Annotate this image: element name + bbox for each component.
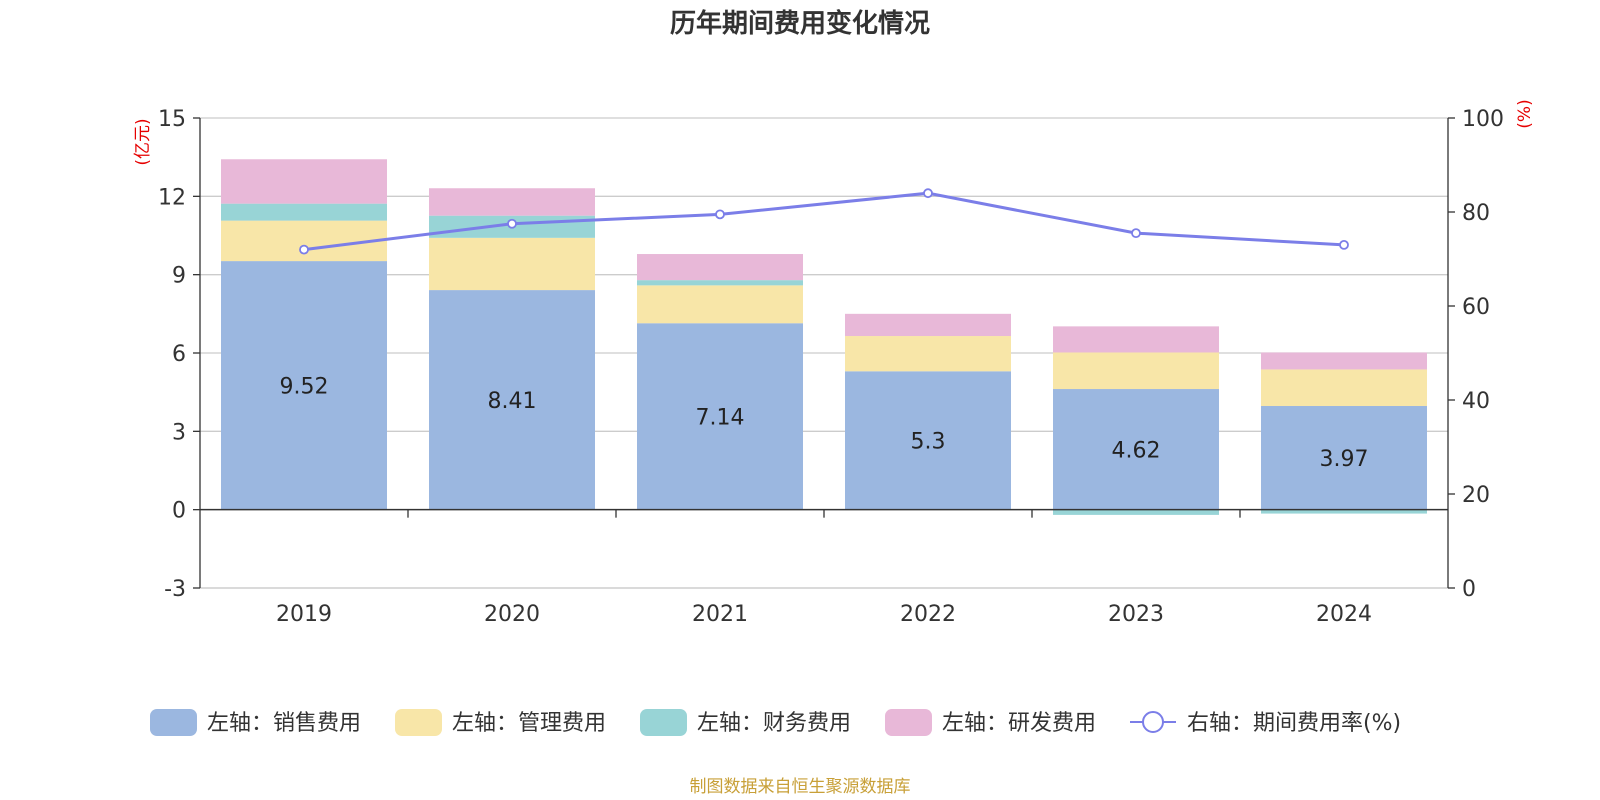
bar-segment: [1053, 389, 1219, 510]
left-axis-tick-label: 12: [158, 185, 186, 210]
bar-segment: [221, 203, 387, 221]
bar-value-labels: 9.52 8.41 7.14 5.3 4.62 3.97: [280, 374, 1369, 471]
legend-swatch: [150, 709, 197, 736]
data-source-note: 制图数据来自恒生聚源数据库: [690, 777, 911, 797]
bar-segment: [429, 237, 595, 291]
bar-segment: [637, 254, 803, 281]
expense-rate-point: [1131, 228, 1141, 239]
right-axis-tick-label: 20: [1462, 483, 1490, 508]
bar-segment: [845, 336, 1011, 372]
right-axis-tick-label: 40: [1462, 389, 1490, 414]
axes: -3 0 3 6 9 12 15 0 20 40 60 80 100 2019 2020 2021 2022 20…: [158, 107, 1504, 627]
bar-segment: [637, 280, 803, 286]
bar-segment: [845, 371, 1011, 510]
right-axis-tick-label: 0: [1462, 577, 1476, 602]
x-axis-tick-label: 2021: [692, 602, 748, 627]
bar-segment: [221, 220, 387, 262]
bar-value-label: 4.62: [1112, 438, 1161, 463]
bar-segment: [1261, 369, 1427, 407]
bar-segment: [221, 159, 387, 204]
right-axis-tick-label: 60: [1462, 295, 1490, 320]
expense-rate-point: [299, 244, 309, 255]
expense-rate-polyline: [303, 191, 1345, 252]
bar-segment: [1053, 352, 1219, 390]
left-axis-tick-label: 6: [172, 342, 186, 367]
bar-segment: [637, 323, 803, 510]
x-axis-tick-label: 2020: [484, 602, 540, 627]
bar-segment: [429, 290, 595, 510]
legend-swatch: [640, 709, 687, 736]
expense-rate-point: [1339, 239, 1349, 250]
bar-value-label: 7.14: [696, 405, 745, 430]
right-axis-tick-label: 100: [1462, 107, 1504, 132]
bar-segment: [429, 188, 595, 216]
bar-value-label: 8.41: [488, 389, 537, 414]
bar-segment: [1261, 509, 1427, 514]
bar-segment: [1261, 352, 1427, 370]
expense-rate-line: [299, 188, 1349, 255]
bar-segment: [221, 261, 387, 510]
bar-segment: [1053, 326, 1219, 353]
legend-label: 左轴：研发费用: [942, 711, 1096, 736]
x-axis-tick-label: 2019: [276, 602, 332, 627]
x-axis-tick-label: 2022: [900, 602, 956, 627]
bar-segment: [845, 313, 1011, 337]
right-axis-unit: (%): [1515, 99, 1535, 128]
left-axis-tick-label: -3: [164, 577, 186, 602]
left-axis-tick-label: 15: [158, 107, 186, 132]
bar-segment: [1261, 406, 1427, 510]
legend-label: 左轴：财务费用: [697, 711, 851, 736]
left-axis-tick-label: 0: [172, 499, 186, 524]
legend-marker-swatch: [1142, 711, 1164, 733]
bar-value-label: 9.52: [280, 374, 329, 399]
expense-rate-point: [923, 188, 933, 199]
legend-label: 左轴：销售费用: [207, 711, 361, 736]
x-axis-tick-label: 2023: [1108, 602, 1164, 627]
legend: 左轴：销售费用 左轴：管理费用 左轴：财务费用 左轴：研发费用 右轴：期间费用率(%): [150, 709, 1401, 736]
left-axis-tick-label: 9: [172, 264, 186, 289]
left-axis-unit: (亿元): [133, 118, 153, 165]
legend-label: 右轴：期间费用率(%): [1187, 711, 1401, 736]
expense-rate-point: [715, 209, 725, 220]
left-axis-tick-label: 3: [172, 420, 186, 445]
bar-value-label: 3.97: [1320, 447, 1369, 472]
bar-segment: [1053, 509, 1219, 515]
legend-swatch: [395, 709, 442, 736]
legend-swatch: [885, 709, 932, 736]
chart-title: 历年期间费用变化情况: [670, 8, 930, 39]
legend-label: 左轴：管理费用: [452, 711, 606, 736]
bar-segment: [637, 285, 803, 324]
right-axis-tick-label: 80: [1462, 201, 1490, 226]
expense-rate-point: [507, 218, 517, 229]
bar-value-label: 5.3: [911, 429, 946, 454]
x-axis-tick-label: 2024: [1316, 602, 1372, 627]
stacked-bars: [221, 159, 1427, 515]
gridlines: [200, 117, 1448, 589]
